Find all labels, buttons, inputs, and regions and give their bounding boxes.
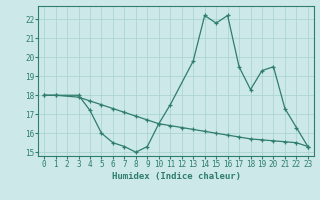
X-axis label: Humidex (Indice chaleur): Humidex (Indice chaleur) [111,172,241,181]
